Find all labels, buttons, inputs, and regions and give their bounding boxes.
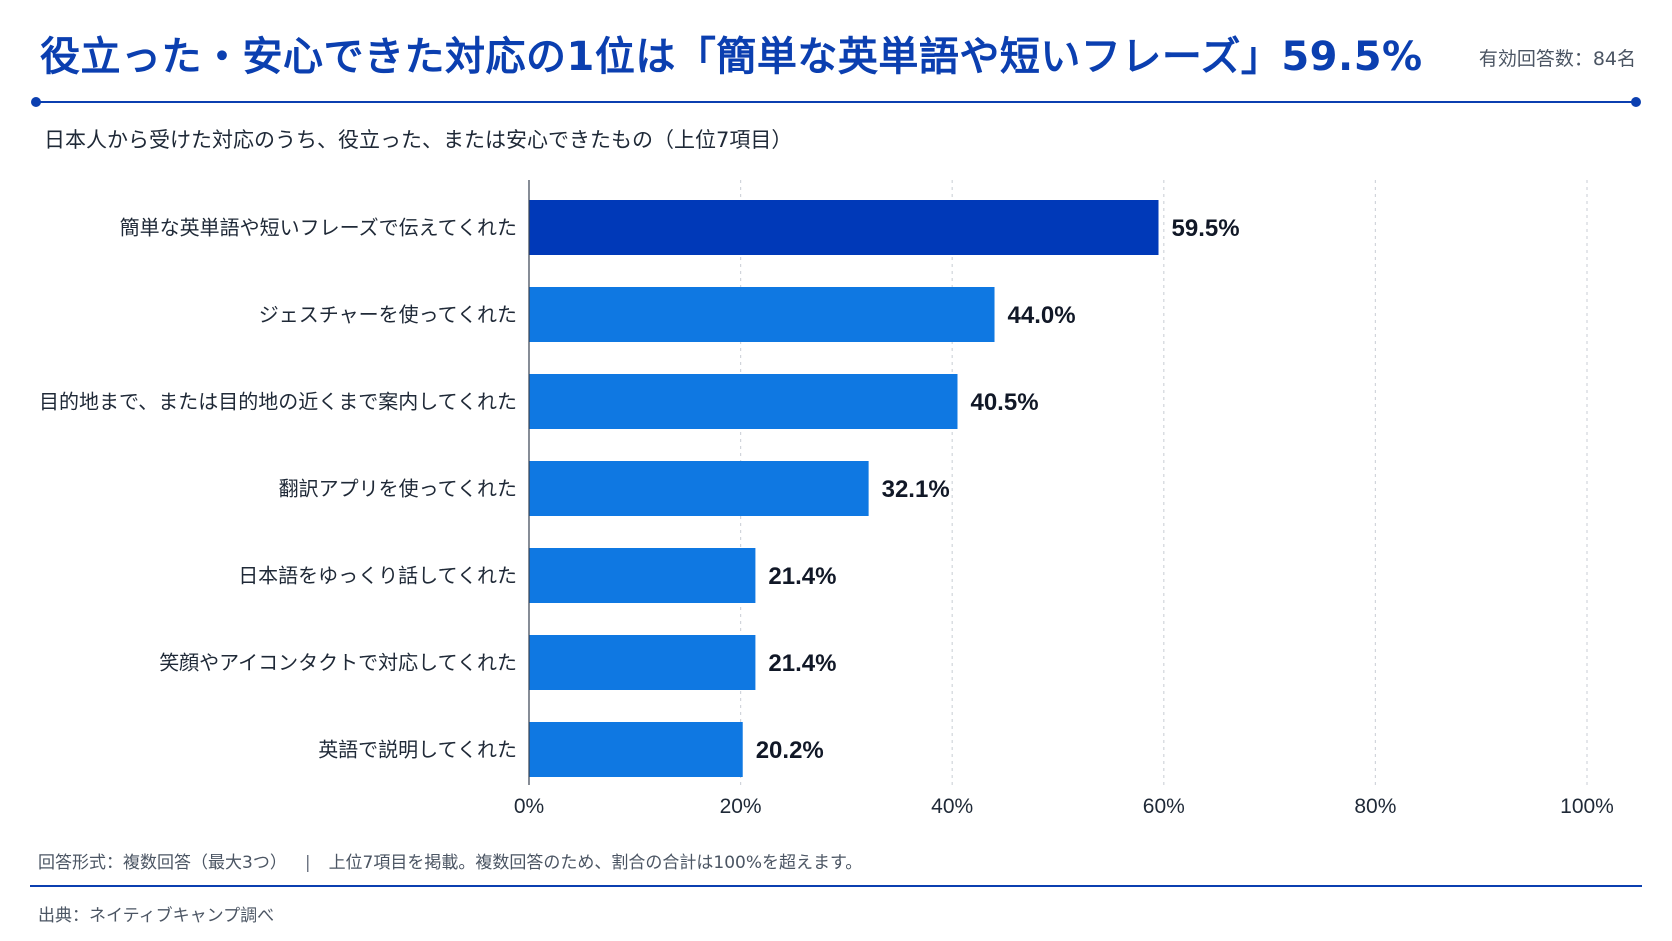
- divider-dot-left: [31, 97, 41, 107]
- data-label: 40.5%: [970, 389, 1038, 416]
- category-label: 簡単な英単語や短いフレーズで伝えてくれた: [120, 216, 517, 240]
- category-label: 笑顔やアイコンタクトで対応してくれた: [159, 651, 517, 675]
- multiple-answer-note: 上位7項目を掲載。複数回答のため、割合の合計は100%を超えます。: [328, 853, 863, 873]
- footnote: 回答形式：複数回答（最大3つ） | 上位7項目を掲載。複数回答のため、割合の合計は1…: [38, 848, 862, 873]
- answer-format-note: 回答形式：複数回答（最大3つ）: [38, 853, 287, 873]
- respondent-count: 有効回答数：84名: [1478, 48, 1636, 70]
- bar: [529, 461, 869, 516]
- x-tick-label: 40%: [931, 795, 973, 818]
- footer-divider: [30, 885, 1642, 887]
- category-label: ジェスチャーを使ってくれた: [259, 303, 517, 327]
- data-label: 32.1%: [882, 476, 950, 503]
- source-credit: 出典：ネイティブキャンプ調べ: [38, 906, 275, 926]
- data-label: 21.4%: [768, 563, 836, 590]
- x-tick-label: 20%: [720, 795, 762, 818]
- data-label: 59.5%: [1172, 215, 1240, 242]
- bar: [529, 548, 756, 603]
- x-tick-label: 60%: [1143, 795, 1185, 818]
- bar: [529, 200, 1159, 255]
- category-label: 目的地まで、または目的地の近くまで案内してくれた: [39, 390, 517, 414]
- footnote-separator: |: [304, 853, 311, 873]
- page-title: 役立った・安心できた対応の1位は「簡単な英単語や短いフレーズ」59.5%: [40, 34, 1423, 80]
- bar: [529, 635, 756, 690]
- data-label: 44.0%: [1008, 302, 1076, 329]
- header-divider: [36, 101, 1636, 103]
- category-label: 日本語をゆっくり話してくれた: [238, 564, 517, 588]
- x-tick-label: 80%: [1354, 795, 1396, 818]
- bar: [529, 287, 995, 342]
- x-tick-label: 100%: [1560, 795, 1614, 818]
- bar: [529, 722, 743, 777]
- bar: [529, 374, 958, 429]
- category-label: 英語で説明してくれた: [318, 738, 517, 762]
- divider-dot-right: [1631, 97, 1641, 107]
- x-tick-label: 0%: [514, 795, 544, 818]
- chart-subtitle: 日本人から受けた対応のうち、役立った、または安心できたもの（上位7項目）: [44, 128, 793, 152]
- category-label: 翻訳アプリを使ってくれた: [279, 477, 517, 501]
- data-label: 21.4%: [768, 650, 836, 677]
- bar-chart: 簡単な英単語や短いフレーズで伝えてくれた 59.5% ジェスチャーを使ってくれた 44…: [39, 180, 1614, 818]
- data-label: 20.2%: [756, 737, 824, 764]
